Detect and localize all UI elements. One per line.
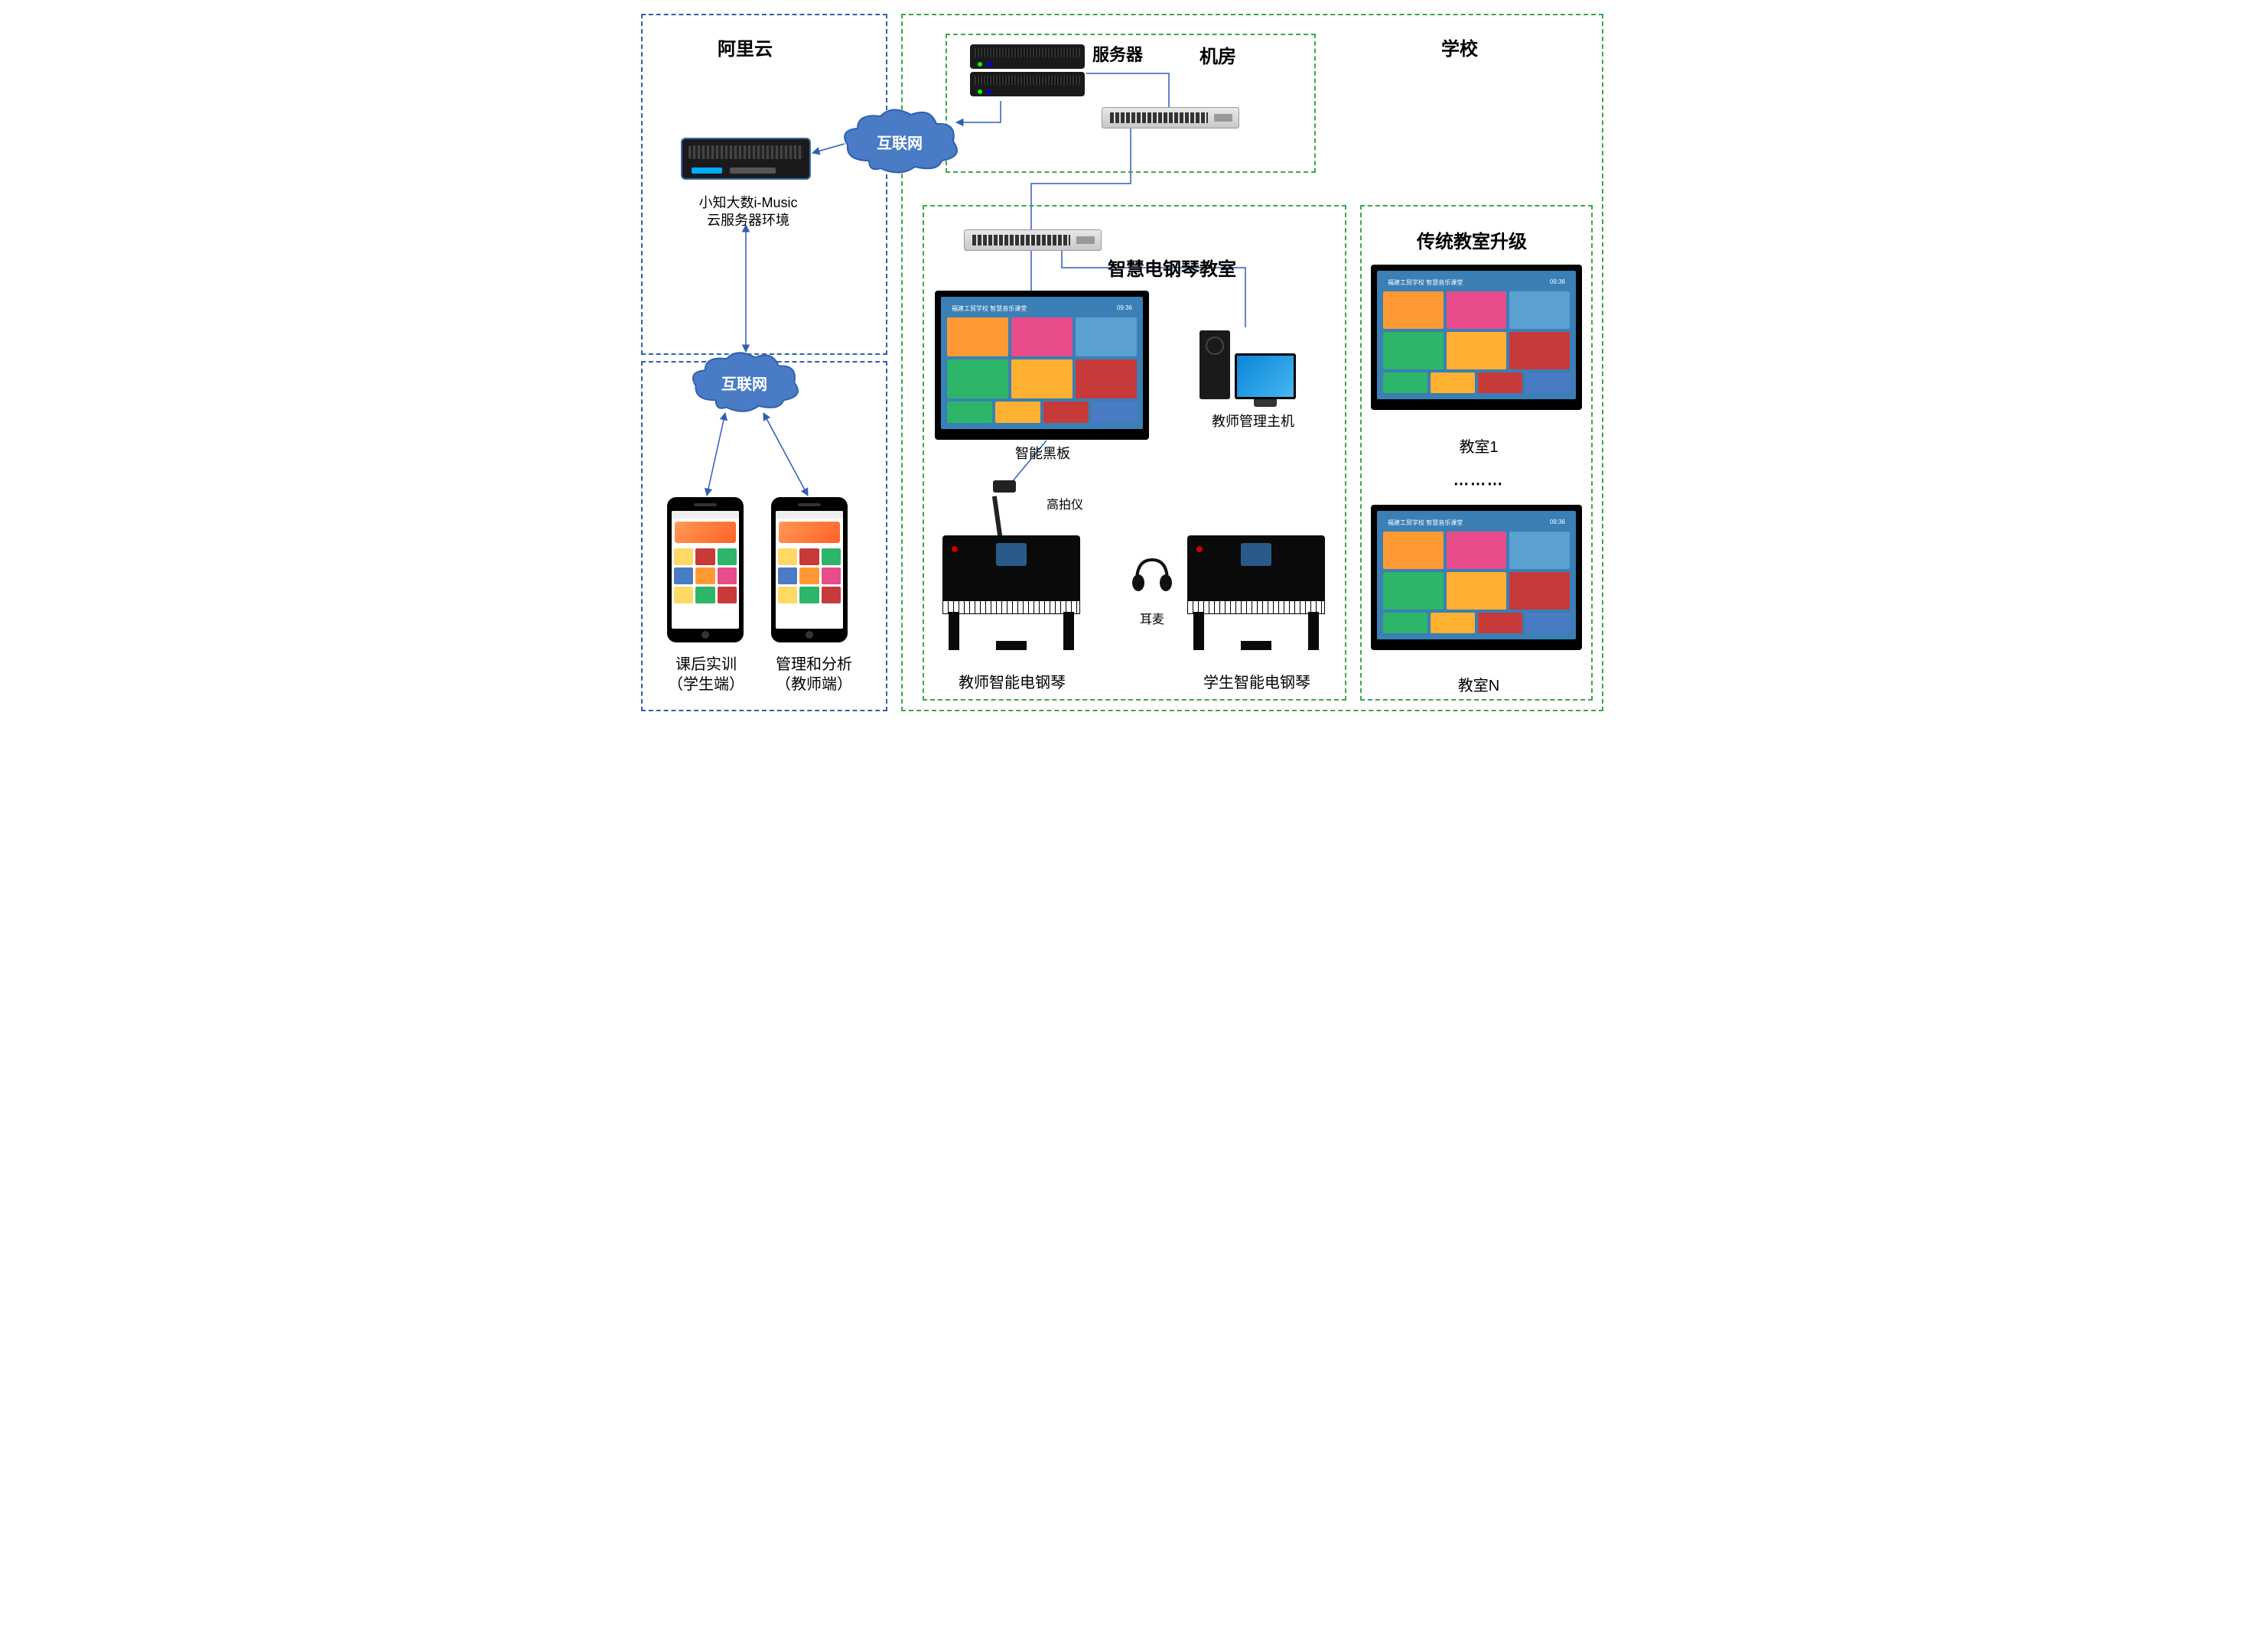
phone-student-label: 课后实训 （学生端） bbox=[656, 655, 756, 694]
smartboard-label: 智能黑板 bbox=[985, 445, 1100, 463]
board-1-label: 教室1 bbox=[1444, 437, 1513, 457]
cloud-internet-2: 互联网 bbox=[687, 350, 802, 415]
region-machine-room-title: 机房 bbox=[1199, 41, 1236, 68]
server-icon bbox=[970, 44, 1085, 98]
piano-teacher-label: 教师智能电钢琴 bbox=[939, 673, 1085, 693]
smartboard-title-right: 09:36 bbox=[1117, 304, 1132, 313]
switch-classroom-icon bbox=[964, 229, 1102, 251]
cloud-server-label: 小知大数i-Music 云服务器环境 bbox=[672, 194, 825, 230]
cloud-server-icon bbox=[681, 138, 811, 180]
piano-student-label: 学生智能电钢琴 bbox=[1184, 673, 1330, 693]
region-aliyun bbox=[641, 14, 887, 355]
doc-cam-label: 高拍仪 bbox=[1047, 494, 1083, 512]
pc-icon bbox=[1199, 323, 1299, 399]
board-1-icon: 福建工贸学校 智慧音乐课堂09:36 bbox=[1371, 265, 1582, 410]
phone-teacher-icon bbox=[771, 497, 848, 642]
region-traditional-title: 传统教室升级 bbox=[1417, 226, 1527, 253]
server-label: 服务器 bbox=[1092, 41, 1143, 66]
region-school-title: 学校 bbox=[1441, 34, 1478, 60]
region-classroom-title: 智慧电钢琴教室 bbox=[1108, 254, 1236, 281]
headphones-label: 耳麦 bbox=[1129, 609, 1175, 627]
board-n-label: 教室N bbox=[1444, 676, 1513, 696]
smartboard-title-left: 福建工贸学校 智慧音乐课堂 bbox=[952, 304, 1027, 313]
phone-teacher-label: 管理和分析 （教师端） bbox=[760, 655, 867, 694]
piano-student-icon bbox=[1187, 535, 1325, 650]
board-n-icon: 福建工贸学校 智慧音乐课堂09:36 bbox=[1371, 505, 1582, 650]
ellipsis: ⋯⋯⋯ bbox=[1453, 474, 1504, 493]
cloud-internet-1: 互联网 bbox=[838, 107, 961, 176]
smartboard-icon: 福建工贸学校 智慧音乐课堂 09:36 bbox=[935, 291, 1149, 440]
switch-top-icon bbox=[1102, 107, 1239, 128]
cloud-internet-2-label: 互联网 bbox=[721, 372, 767, 394]
diagram-canvas: 阿里云 学校 机房 智慧电钢琴教室 传统教室升级 互联网 互联网 小知大数i-M… bbox=[633, 0, 1613, 720]
cloud-internet-1-label: 互联网 bbox=[877, 131, 923, 153]
phone-student-icon bbox=[667, 497, 744, 642]
pc-label: 教师管理主机 bbox=[1199, 413, 1307, 431]
region-aliyun-title: 阿里云 bbox=[718, 34, 773, 60]
headphones-icon bbox=[1129, 551, 1175, 597]
piano-teacher-icon bbox=[942, 535, 1080, 650]
